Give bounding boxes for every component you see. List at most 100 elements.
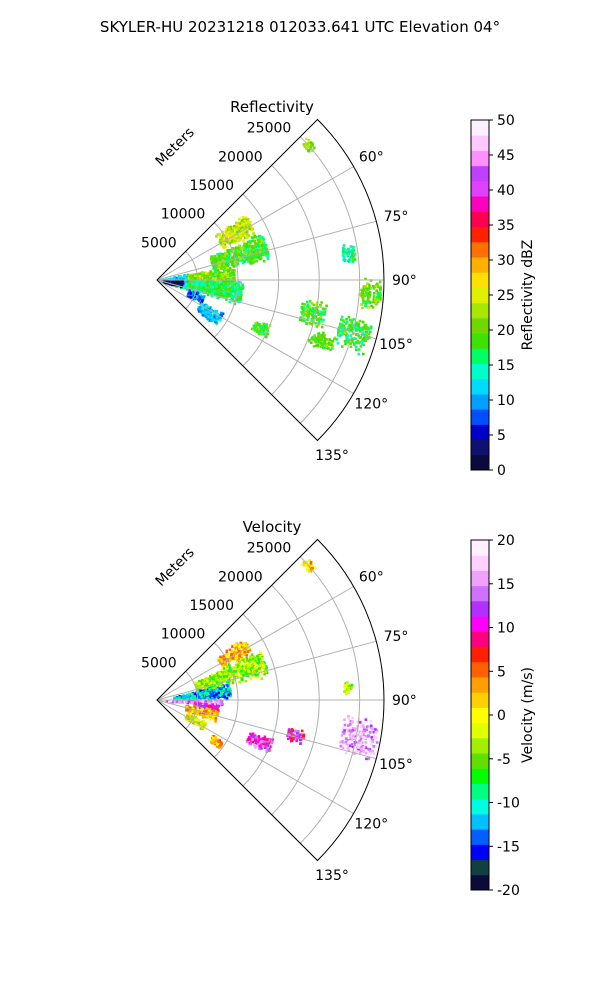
radar-cell: [366, 282, 369, 285]
radar-cell: [200, 708, 204, 712]
radar-cell: [228, 235, 232, 238]
radar-cell: [226, 271, 230, 275]
radar-cell: [173, 700, 177, 703]
radar-cell: [262, 665, 266, 669]
radar-cell: [207, 683, 211, 686]
radar-cell: [215, 263, 219, 267]
radar-cell: [212, 707, 216, 710]
radar-cell: [354, 328, 358, 331]
radar-cell: [248, 738, 251, 741]
radar-cell: [209, 715, 213, 718]
radar-cell: [241, 256, 245, 260]
radar-cell: [349, 245, 353, 249]
radar-cell: [212, 276, 215, 280]
radar-cell: [315, 340, 319, 344]
radar-cell: [209, 289, 213, 292]
colorbar-tick-label: 35: [497, 218, 515, 234]
radar-cell: [210, 283, 213, 286]
radar-cell: [247, 245, 251, 248]
radar-cell: [350, 319, 354, 322]
radar-cell: [200, 701, 203, 705]
radar-cell: [333, 337, 336, 341]
radar-cell: [340, 331, 343, 335]
radial-axis-label: Meters: [153, 125, 198, 170]
radar-cell: [247, 258, 250, 262]
radar-cell: [367, 299, 370, 302]
radar-cell: [247, 647, 251, 650]
radar-cell: [239, 222, 242, 226]
radar-cell: [259, 246, 262, 250]
radar-cell: [201, 271, 204, 274]
radar-cell: [257, 741, 261, 745]
radar-cell: [374, 284, 378, 288]
radar-cell: [212, 716, 216, 720]
radar-cell: [245, 235, 248, 238]
radar-cell: [220, 242, 223, 246]
radar-cell: [230, 295, 234, 299]
radar-cell: [235, 662, 239, 665]
radar-cell: [228, 228, 231, 232]
radar-cell: [222, 241, 225, 245]
radar-cell: [231, 657, 234, 660]
radar-cell: [201, 313, 205, 317]
radar-cell: [182, 696, 185, 700]
radar-cell: [245, 257, 248, 260]
radar-cell: [185, 700, 188, 703]
radar-cell: [225, 227, 228, 231]
radar-cell: [357, 352, 361, 356]
radar-cell: [303, 303, 307, 306]
radar-cell: [239, 257, 242, 260]
radar-cell: [203, 290, 206, 293]
radar-cell: [218, 261, 222, 264]
radar-cell: [255, 669, 258, 672]
azimuth-tick-label: 75°: [384, 209, 409, 225]
radar-cell: [250, 254, 254, 258]
radar-cell: [314, 340, 317, 343]
radar-cell: [213, 676, 217, 680]
radar-cell: [201, 303, 204, 307]
radar-cell: [258, 245, 262, 248]
radar-cell: [202, 680, 205, 684]
radar-cell: [261, 325, 265, 329]
radar-cell: [303, 145, 307, 148]
radar-cell: [265, 248, 269, 251]
radar-cell: [217, 254, 221, 258]
radar-cell: [342, 244, 346, 247]
radar-cell: [192, 280, 195, 283]
radar-cell: [253, 249, 256, 252]
radar-cell: [177, 283, 181, 286]
radar-cell: [213, 314, 216, 317]
radar-cell: [358, 336, 362, 339]
colorbar-swatch: [471, 409, 489, 425]
radar-cell: [246, 225, 250, 228]
radar-cell: [207, 305, 210, 309]
radar-cell: [312, 303, 316, 307]
radar-cell: [346, 334, 349, 337]
radar-cell: [221, 259, 225, 262]
radar-cell: [221, 295, 225, 298]
radar-cell: [193, 711, 197, 714]
radar-cell: [199, 692, 203, 696]
radar-cell: [310, 318, 314, 321]
radar-cell: [210, 677, 214, 680]
radar-cell: [207, 276, 210, 279]
radar-cell: [224, 677, 228, 680]
radar-cell: [319, 339, 323, 343]
radar-cell: [206, 289, 210, 292]
radar-cell: [206, 308, 209, 312]
radar-cell: [348, 323, 351, 327]
radar-cell: [364, 324, 368, 327]
radar-cell: [348, 258, 351, 261]
radar-cell: [193, 297, 197, 301]
radar-cell: [315, 325, 319, 328]
panel-title: Reflectivity: [230, 98, 314, 116]
radar-cell: [199, 704, 203, 707]
radar-cell: [233, 644, 236, 647]
radar-cell: [231, 247, 234, 250]
radar-cell: [351, 323, 354, 327]
radar-cell: [252, 232, 255, 235]
radar-cell: [339, 326, 342, 330]
colorbar-swatch: [471, 196, 489, 212]
azimuth-gridline: [156, 220, 377, 281]
radar-cell: [351, 340, 354, 344]
